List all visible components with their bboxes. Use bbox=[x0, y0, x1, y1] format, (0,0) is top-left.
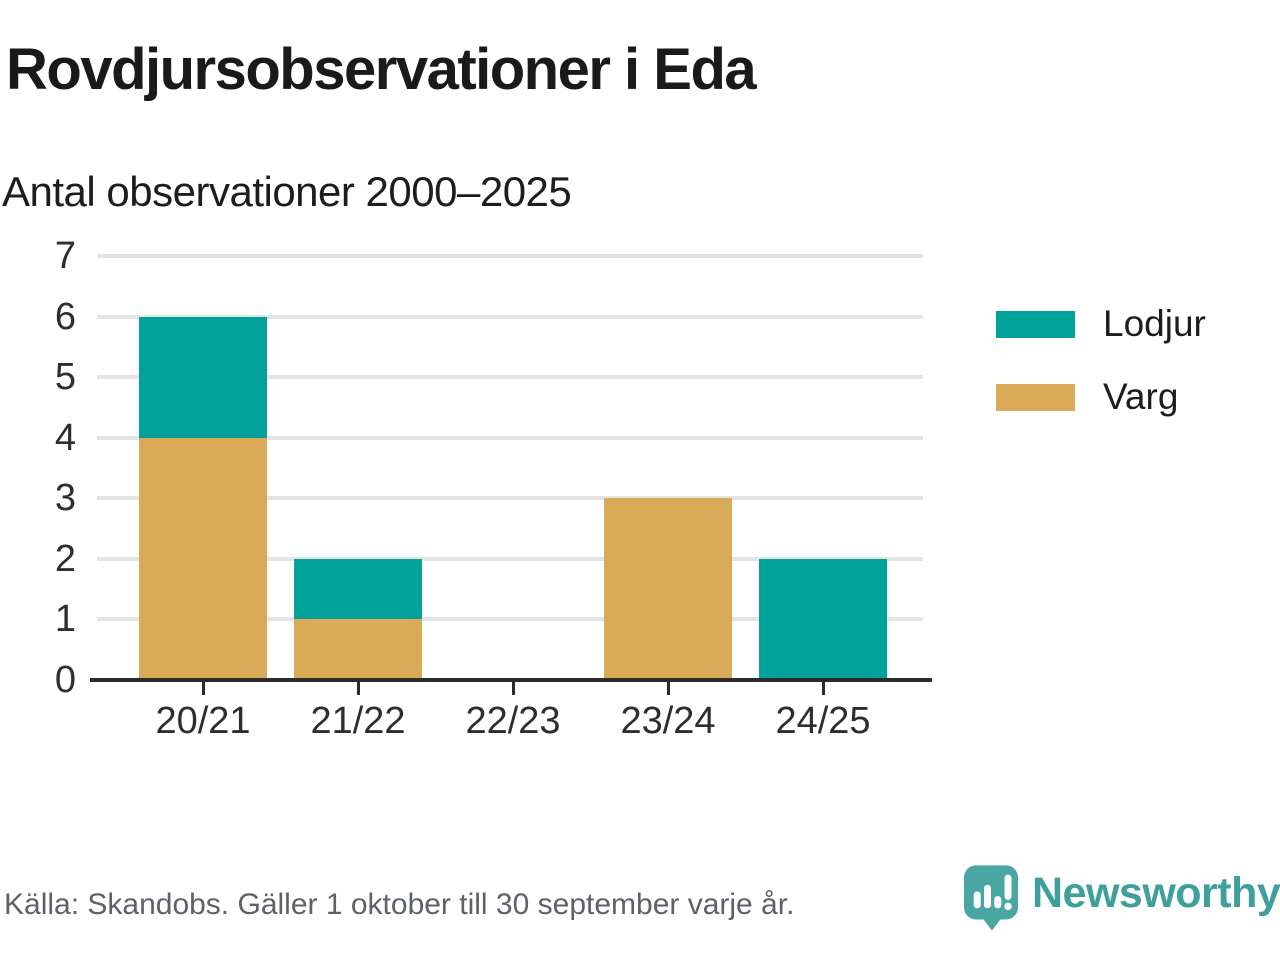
bar-23-24-varg bbox=[604, 498, 732, 680]
legend-swatch-varg bbox=[996, 383, 1075, 411]
gridline-y-5 bbox=[97, 375, 923, 380]
legend-label-varg: Varg bbox=[1103, 376, 1179, 417]
y-tick-label-0: 0 bbox=[54, 659, 76, 701]
legend-item-lodjur: Lodjur bbox=[996, 303, 1206, 345]
y-tick-label-1: 1 bbox=[54, 598, 76, 641]
gridline-y-3 bbox=[97, 496, 923, 501]
x-tick-24-25 bbox=[821, 682, 825, 695]
y-tick-label-2: 2 bbox=[54, 537, 76, 580]
x-tick-21-22 bbox=[356, 682, 360, 695]
x-tick-22-23 bbox=[511, 682, 515, 695]
legend: Lodjur Varg bbox=[996, 303, 1206, 449]
y-tick-label-4: 4 bbox=[54, 416, 76, 459]
legend-label-lodjur: Lodjur bbox=[1103, 303, 1206, 344]
x-tick-23-24 bbox=[666, 682, 670, 695]
y-tick-label-3: 3 bbox=[54, 477, 76, 520]
x-tick-label-24-25: 24/25 bbox=[775, 700, 871, 742]
gridline-y-7 bbox=[97, 254, 923, 258]
bar-20-21-lodjur bbox=[139, 316, 267, 438]
gridline-y-4 bbox=[97, 435, 923, 440]
x-tick-label-20-21: 20/21 bbox=[155, 700, 251, 742]
bar-24-25-lodjur bbox=[759, 558, 887, 680]
legend-swatch-lodjur bbox=[996, 310, 1075, 338]
y-tick-label-5: 5 bbox=[54, 356, 76, 399]
gridline-y-1 bbox=[97, 617, 923, 622]
bar-20-21-varg bbox=[139, 437, 267, 680]
brand: Newsworthy bbox=[963, 862, 1280, 934]
y-tick-label-6: 6 bbox=[54, 295, 76, 338]
x-axis-line bbox=[90, 678, 932, 682]
brand-wordmark: Newsworthy bbox=[1032, 869, 1280, 917]
gridline-y-6 bbox=[97, 314, 923, 319]
bar-21-22-lodjur bbox=[294, 558, 422, 620]
bar-21-22-varg bbox=[294, 619, 422, 680]
x-tick-label-22-23: 22/23 bbox=[465, 700, 561, 742]
newsworthy-logo-icon bbox=[963, 865, 1019, 931]
legend-item-varg: Varg bbox=[996, 376, 1206, 418]
plot-area bbox=[97, 254, 923, 680]
source-note: Källa: Skandobs. Gäller 1 oktober till 3… bbox=[4, 888, 795, 921]
chart-title: Rovdjursobservationer i Eda bbox=[6, 37, 757, 102]
y-tick-label-7: 7 bbox=[54, 235, 76, 277]
x-tick-label-21-22: 21/22 bbox=[310, 700, 406, 742]
gridline-y-2 bbox=[97, 556, 923, 561]
chart-subtitle: Antal observationer 2000–2025 bbox=[2, 168, 572, 215]
x-tick-20-21 bbox=[201, 682, 205, 695]
x-tick-label-23-24: 23/24 bbox=[620, 700, 716, 742]
